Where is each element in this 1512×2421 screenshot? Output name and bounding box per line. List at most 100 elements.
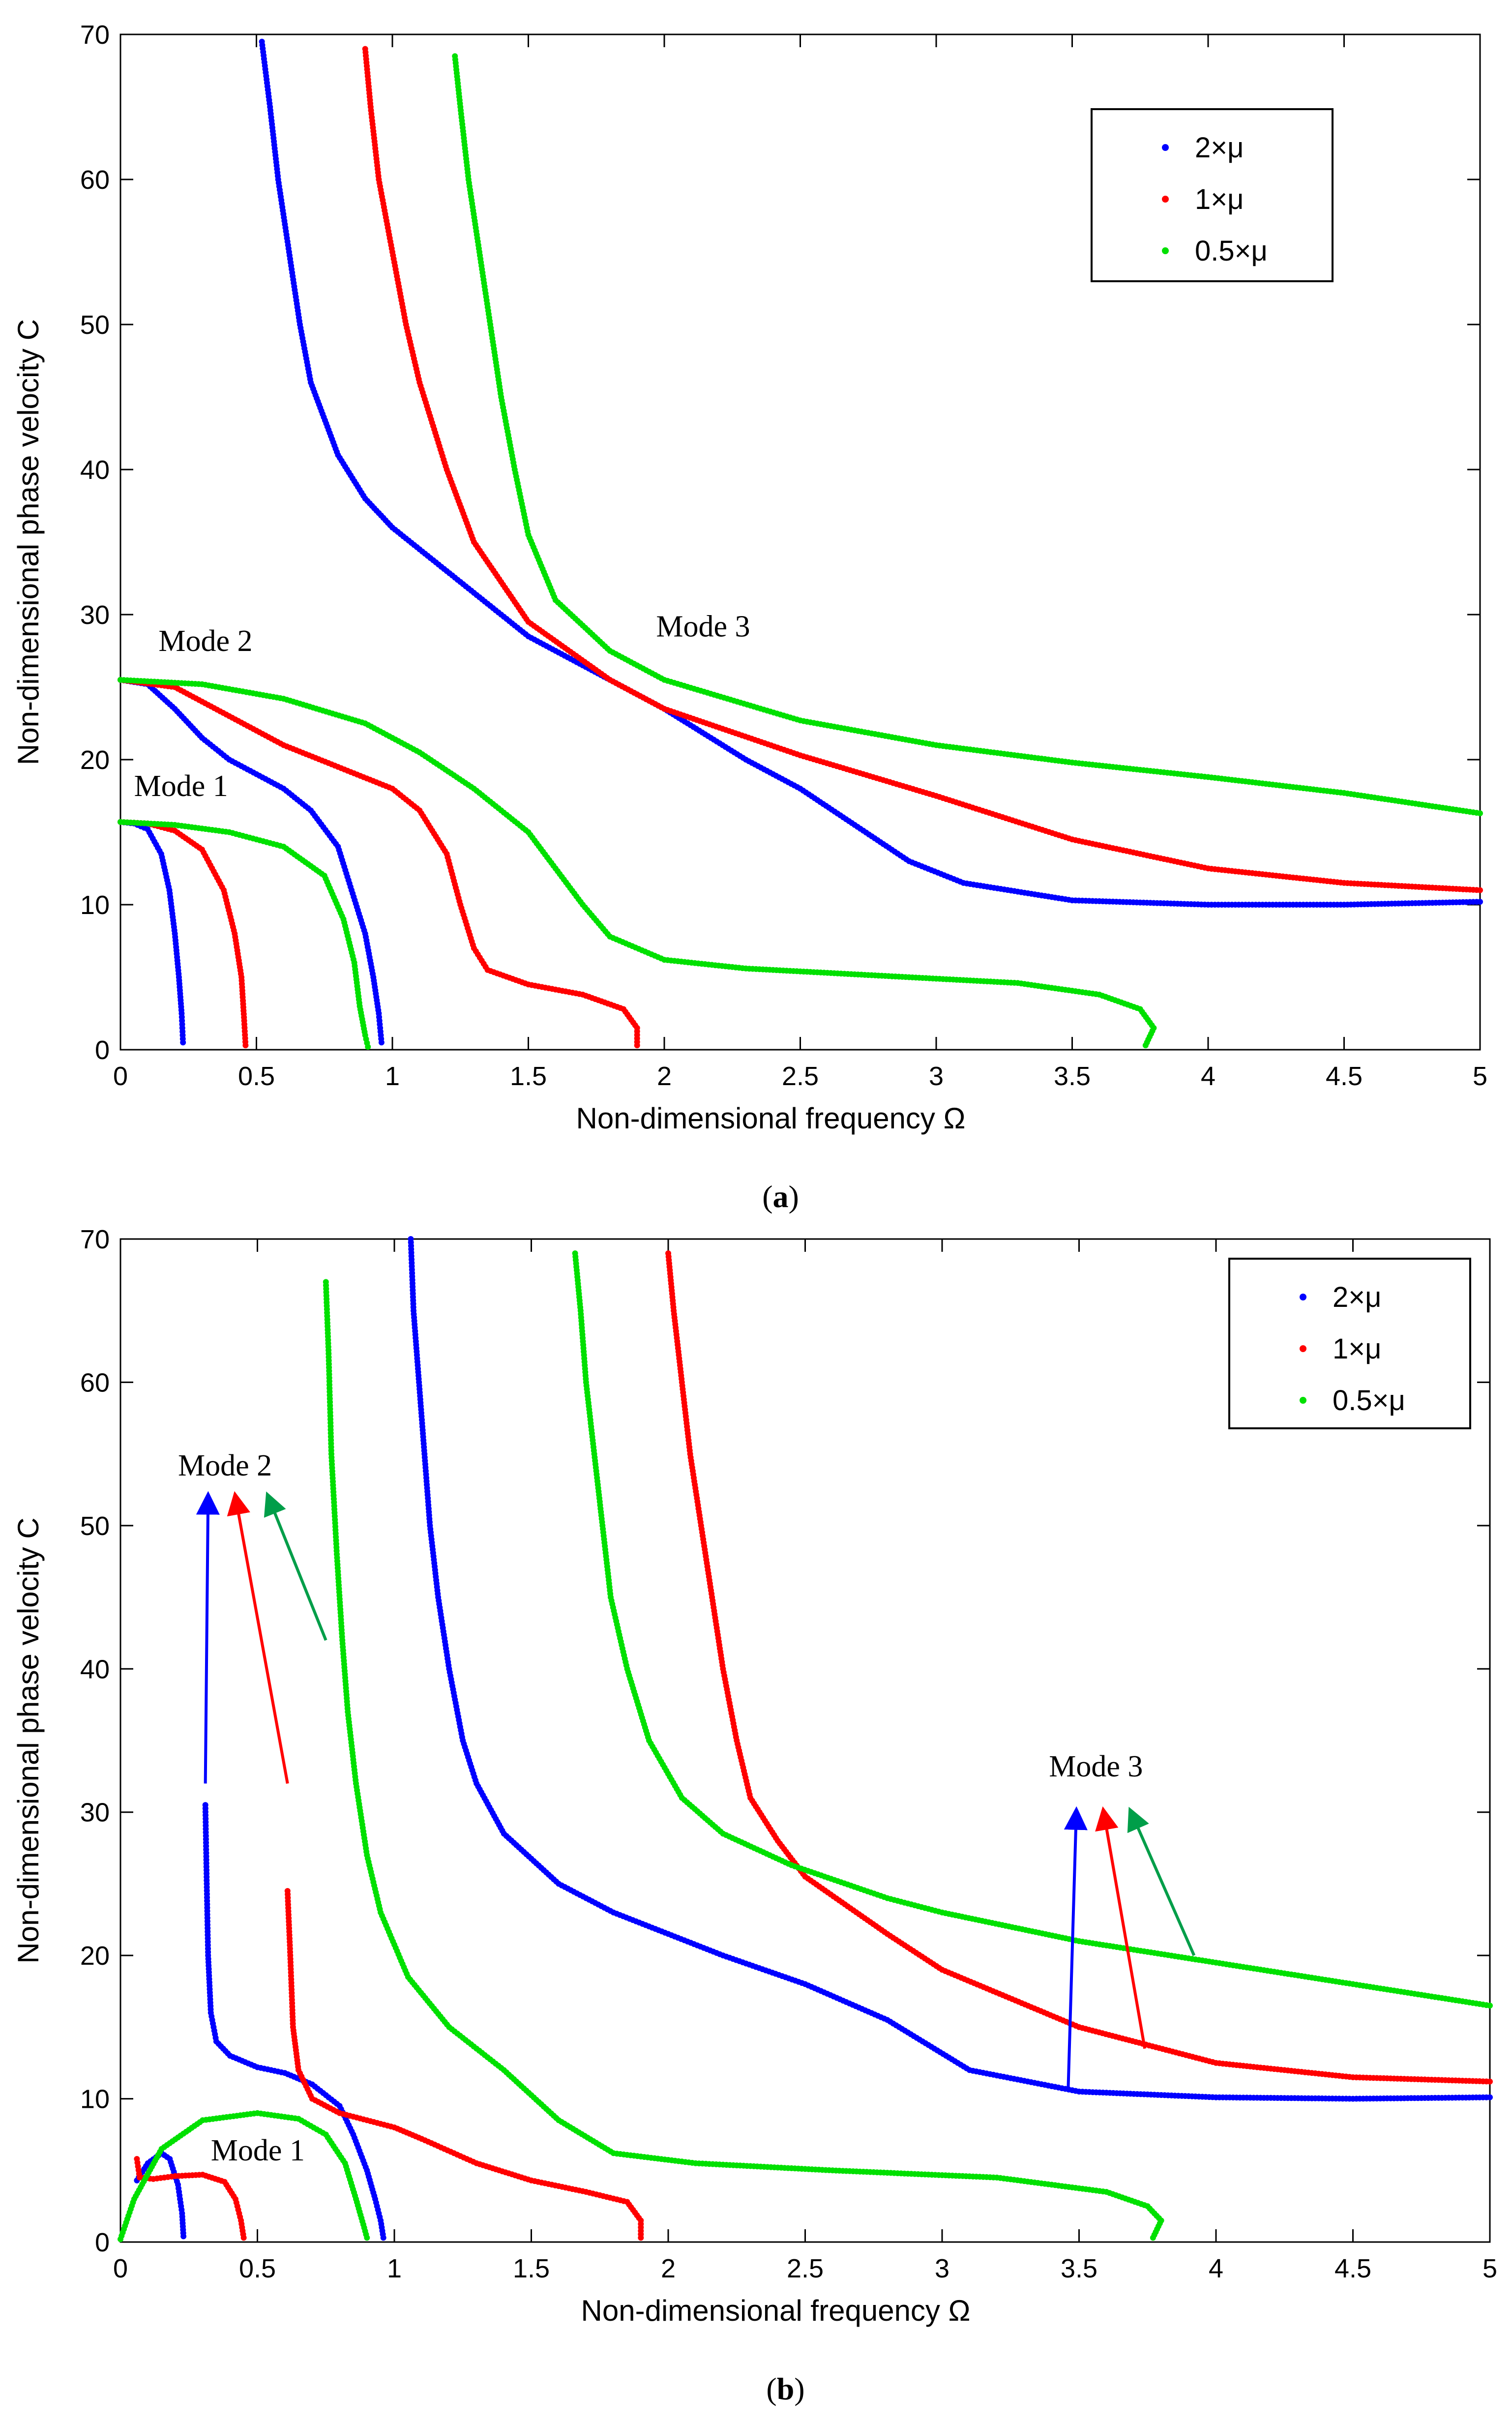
data-point [638, 2235, 644, 2241]
series-0.5×μ-mode-2 [118, 677, 1157, 1049]
arrow-group [196, 1491, 1196, 2092]
x-tick-label: 4 [1209, 2254, 1223, 2283]
series-1×μ-mode-2 [284, 1888, 644, 2241]
annotation-arrow [1064, 1806, 1088, 2092]
x-tick-label: 2.5 [787, 2254, 824, 2283]
panel-label-letter: b [777, 2371, 795, 2406]
x-tick-label: 4.5 [1334, 2254, 1371, 2283]
x-tick-label: 1 [385, 1062, 400, 1091]
x-axis-title: Non-dimensional frequency Ω [576, 1102, 966, 1135]
data-point [1142, 1042, 1149, 1049]
y-tick-label: 50 [80, 310, 110, 340]
data-point [1487, 2078, 1493, 2085]
legend-label: 0.5×μ [1333, 1385, 1405, 1417]
data-point [1487, 2003, 1493, 2009]
x-tick-label: 0 [113, 1062, 128, 1091]
legend-label: 1×μ [1195, 183, 1244, 215]
y-tick-label: 70 [80, 1225, 110, 1254]
y-axis-title: Non-dimensional phase velocity C [12, 319, 45, 765]
series-1×μ-mode-2 [118, 677, 640, 1049]
y-tick-label: 40 [80, 1654, 110, 1684]
data-point [380, 2235, 386, 2241]
x-tick-label: 0.5 [239, 2254, 276, 2283]
x-tick-label: 2.5 [782, 1062, 819, 1091]
x-tick-label: 4 [1201, 1062, 1216, 1091]
legend-marker [1162, 144, 1169, 151]
series-0.5×μ-mode-3 [452, 53, 1483, 817]
y-axis-title: Non-dimensional phase velocity C [12, 1517, 45, 1963]
series-2×μ-mode-2 [118, 677, 385, 1046]
x-tick-label: 3.5 [1061, 2254, 1097, 2283]
data-point [180, 2233, 187, 2240]
legend-box [1228, 1258, 1471, 1429]
legend-marker [1162, 196, 1169, 203]
y-tick-label: 60 [80, 1368, 110, 1397]
panel-label-close: ) [794, 2371, 804, 2406]
x-tick-label: 1 [387, 2254, 402, 2283]
annotation-arrow [264, 1491, 327, 1641]
mode-label: Mode 3 [656, 610, 750, 643]
series-0.5×μ-mode-3 [572, 1250, 1493, 2009]
legend-marker [1300, 1294, 1306, 1300]
series-0.5×μ-mode-1 [118, 2110, 370, 2243]
series-0.5×μ-mode-1 [118, 819, 371, 1050]
x-tick-label: 1.5 [513, 2254, 550, 2283]
series-2×μ-mode-2 [202, 1802, 386, 2241]
x-tick-label: 2 [657, 1062, 672, 1091]
legend-label: 0.5×μ [1195, 235, 1268, 267]
y-tick-label: 0 [95, 2228, 110, 2257]
annotation-arrow [1095, 1806, 1147, 2049]
x-tick-label: 3.5 [1054, 1062, 1091, 1091]
legend-label: 1×μ [1333, 1333, 1382, 1365]
legend: 2×μ 1×μ 0.5×μ [1091, 108, 1334, 282]
y-tick-label: 70 [80, 20, 110, 50]
y-tick-label: 10 [80, 890, 110, 920]
legend-label: 2×μ [1195, 132, 1244, 164]
chart-panel-b: 0 0.5 1 1.5 2 2.5 3 3.5 4 4.5 5010203040506070Non-… [12, 1225, 1497, 2406]
x-tick-label: 3 [935, 2254, 949, 2283]
mode-label: Mode 1 [134, 769, 228, 803]
y-tick-label: 20 [80, 745, 110, 775]
x-axis: 0 0.5 1 1.5 2 2.5 3 3.5 4 4.5 5 [113, 34, 1487, 1091]
panel-label-open: ( [766, 2371, 776, 2406]
panel-label-close: ) [789, 1179, 799, 1214]
series-group [118, 38, 1483, 1050]
y-tick-label: 40 [80, 455, 110, 485]
data-point [1477, 887, 1483, 893]
data-point [180, 1039, 186, 1046]
legend-marker [1300, 1345, 1306, 1352]
panel-label-open: ( [762, 1179, 772, 1214]
x-tick-label: 0.5 [238, 1062, 275, 1091]
x-axis: 0 0.5 1 1.5 2 2.5 3 3.5 4 4.5 5 [113, 1239, 1497, 2283]
mode-label: Mode 2 [178, 1449, 272, 1482]
data-point [634, 1042, 640, 1049]
x-tick-label: 2 [661, 2254, 676, 2283]
x-tick-label: 4.5 [1326, 1062, 1363, 1091]
data-point [378, 1039, 385, 1046]
data-point [240, 2235, 247, 2241]
panel-label: (a) [762, 1179, 799, 1214]
data-point [1150, 2235, 1156, 2241]
data-point [1477, 810, 1483, 817]
series-1×μ-mode-3 [665, 1250, 1493, 2085]
x-tick-label: 5 [1482, 2254, 1497, 2283]
y-tick-label: 30 [80, 1798, 110, 1828]
mode-label: Mode 3 [1049, 1750, 1143, 1783]
y-tick-label: 20 [80, 1941, 110, 1971]
annotation-arrow [1127, 1806, 1196, 1956]
series-1×μ-mode-1 [134, 2156, 247, 2241]
series-0.5×μ-mode-2 [323, 1279, 1164, 2241]
legend-box [1091, 108, 1334, 282]
data-point [242, 1042, 249, 1049]
series-2×μ-mode-3 [408, 1236, 1493, 2102]
x-tick-label: 1.5 [510, 1062, 547, 1091]
x-tick-label: 3 [929, 1062, 944, 1091]
mode-label: Mode 2 [158, 624, 252, 658]
legend-label: 2×μ [1333, 1281, 1382, 1313]
chart-panel-a: 0 0.5 1 1.5 2 2.5 3 3.5 4 4.5 5010203040506070Non-… [12, 20, 1487, 1214]
series-group [118, 1236, 1493, 2243]
data-point [365, 1044, 371, 1050]
